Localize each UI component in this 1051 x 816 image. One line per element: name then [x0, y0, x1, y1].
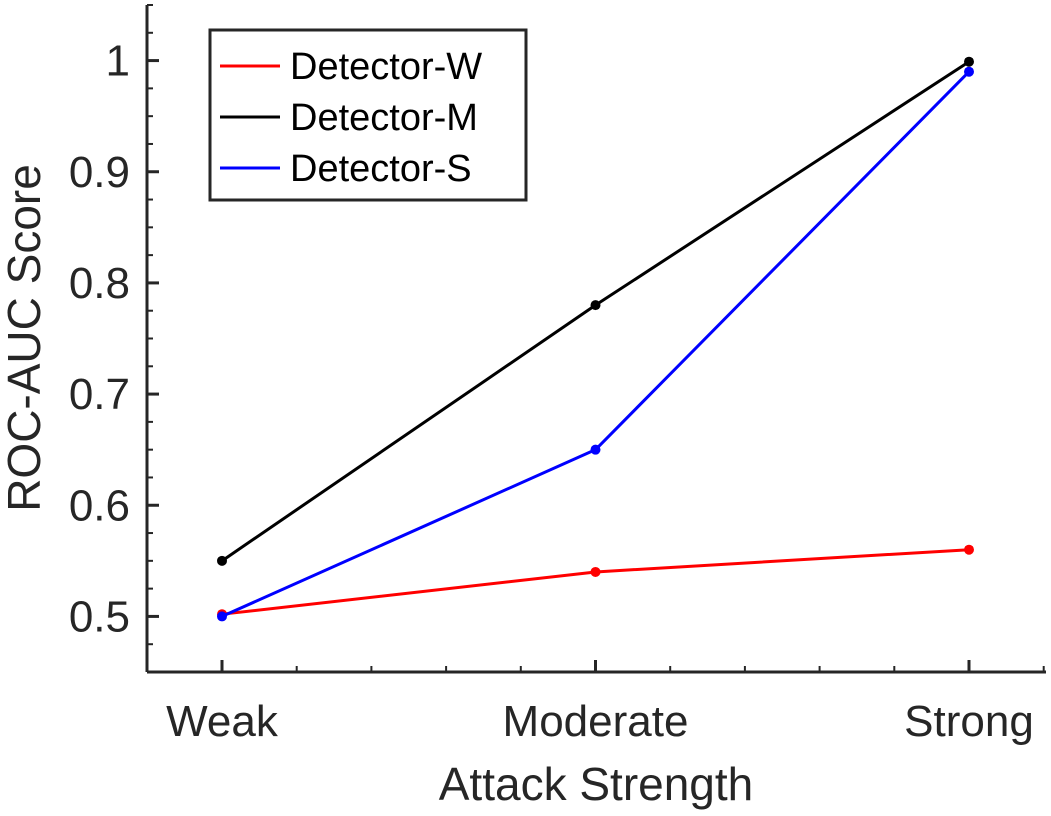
- y-tick-label: 0.5: [69, 592, 130, 641]
- data-point-detector-s: [964, 66, 974, 77]
- data-point-detector-w: [964, 544, 974, 555]
- data-point-detector-m: [964, 56, 974, 67]
- legend-label-detector-s: Detector-S: [290, 148, 472, 190]
- x-axis-label: Attack Strength: [439, 758, 754, 810]
- y-tick-label: 0.9: [69, 148, 130, 197]
- legend-label-detector-w: Detector-W: [290, 46, 482, 88]
- data-point-detector-s: [590, 444, 601, 455]
- x-tick-label: Weak: [166, 697, 279, 746]
- legend-label-detector-m: Detector-M: [290, 97, 478, 139]
- data-point-detector-w: [590, 566, 601, 577]
- y-tick-label: 0.7: [69, 370, 130, 419]
- series-group: [217, 56, 974, 622]
- series-line-detector-w: [221, 548, 970, 616]
- x-tick-label: Strong: [904, 697, 1034, 746]
- y-tick-label: 0.8: [69, 259, 130, 308]
- data-point-detector-m: [217, 555, 227, 566]
- data-point-detector-s: [217, 611, 227, 622]
- y-axis-label: ROC-AUC Score: [0, 164, 50, 512]
- axes: [145, 4, 1046, 674]
- y-tick-label: 1: [106, 37, 130, 86]
- y-tick-label: 0.6: [69, 481, 130, 530]
- legend: Detector-W Detector-M Detector-S: [208, 28, 528, 202]
- x-tick-labels: Weak Moderate Strong: [166, 697, 1034, 746]
- legend-box: [208, 28, 528, 202]
- y-tick-labels: 0.5 0.6 0.7 0.8 0.9 1: [69, 37, 130, 642]
- data-point-detector-m: [590, 300, 601, 311]
- x-tick-label: Moderate: [503, 697, 689, 746]
